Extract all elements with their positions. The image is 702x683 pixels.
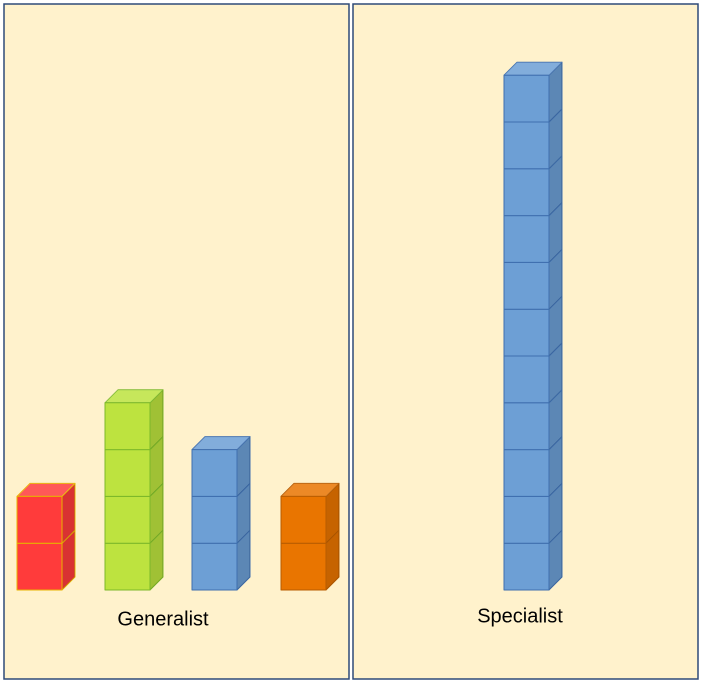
cube-front — [503, 168, 550, 217]
cube-shade — [237, 436, 250, 497]
cube-shade — [549, 109, 562, 169]
cube-front — [280, 495, 327, 544]
cube-front — [503, 402, 550, 451]
cube-stack — [191, 436, 251, 591]
cube-highlight — [504, 62, 562, 76]
cube-shade — [62, 530, 75, 590]
cube-shade — [549, 389, 562, 450]
cube-front — [503, 121, 550, 170]
cube-shade — [549, 483, 562, 544]
cube-shade — [150, 436, 163, 497]
cube-highlight — [192, 436, 250, 450]
cube-stack — [503, 61, 563, 591]
cube-front — [503, 74, 550, 123]
cube-front — [191, 542, 238, 591]
cube-front — [503, 261, 550, 310]
cube-front — [104, 402, 151, 451]
cube-highlight — [105, 389, 163, 403]
panel-label: Specialist — [477, 605, 563, 627]
cube-shade — [326, 530, 339, 590]
cube-front — [16, 542, 63, 591]
panel-label: Generalist — [117, 608, 209, 630]
cube-shade — [549, 436, 562, 497]
cube-shade — [549, 249, 562, 310]
cube-shade — [549, 530, 562, 590]
cube-front — [104, 542, 151, 591]
cube-front — [16, 495, 63, 544]
cube-highlight — [281, 483, 339, 497]
cube-front — [104, 495, 151, 544]
cube-shade — [549, 202, 562, 263]
cube-shade — [549, 62, 562, 122]
cube-front — [104, 449, 151, 497]
cube-shade — [549, 343, 562, 403]
cube-highlight — [17, 483, 75, 497]
cube-shade — [150, 483, 163, 544]
cube-shade — [62, 483, 75, 544]
cube-front — [503, 449, 550, 497]
cube-stack — [16, 482, 76, 591]
cube-front — [503, 355, 550, 404]
cube-front — [191, 449, 238, 497]
cube-front — [191, 495, 238, 544]
cube-front — [503, 308, 550, 357]
cube-shade — [237, 483, 250, 544]
cube-shade — [549, 296, 562, 356]
cube-front — [503, 495, 550, 544]
cube-front — [503, 215, 550, 263]
cube-front — [280, 542, 327, 591]
cube-shade — [237, 530, 250, 590]
cube-front — [503, 542, 550, 591]
cube-stack — [104, 389, 164, 591]
cube-stack — [280, 482, 340, 591]
cube-shade — [150, 530, 163, 590]
cube-shade — [326, 483, 339, 544]
cube-shade — [549, 155, 562, 216]
cube-shade — [150, 389, 163, 450]
